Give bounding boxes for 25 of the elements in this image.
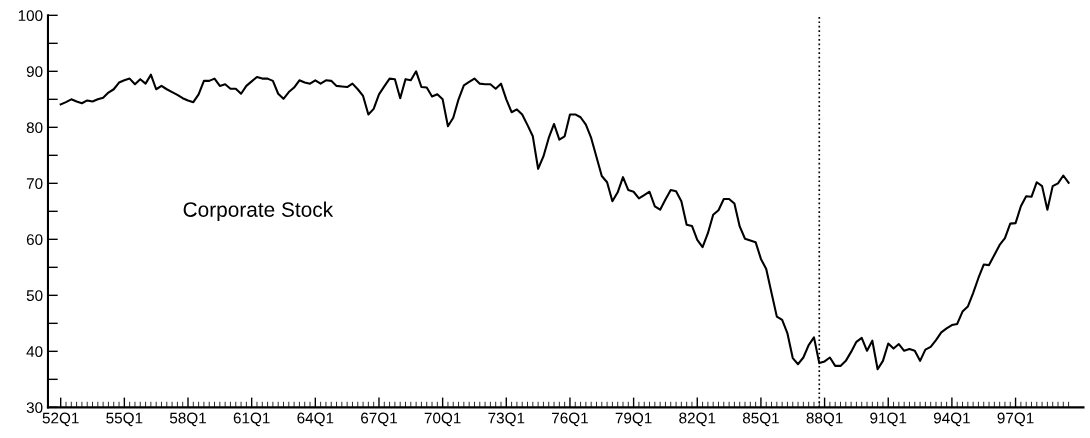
x-tick-label: 64Q1 [297, 412, 334, 427]
x-tick-label: 61Q1 [233, 412, 270, 427]
x-tick-label: 70Q1 [424, 412, 461, 427]
x-tick-label: 55Q1 [106, 412, 143, 427]
x-tick-label: 91Q1 [870, 412, 907, 427]
y-tick-label: 100 [18, 10, 43, 22]
x-tick-label: 79Q1 [615, 412, 652, 427]
x-tick-label: 67Q1 [361, 412, 397, 427]
y-tick-label: 60 [26, 234, 43, 246]
x-tick-label: 58Q1 [169, 412, 206, 427]
y-tick-label: 90 [26, 66, 43, 78]
x-tick-label: 85Q1 [742, 412, 779, 427]
y-tick-label: 50 [26, 290, 43, 302]
y-tick-label: 30 [26, 402, 43, 414]
y-tick-label: 80 [26, 122, 43, 134]
x-tick-label: 97Q1 [997, 412, 1034, 427]
x-tick-label: 88Q1 [806, 412, 843, 427]
x-tick-label: 76Q1 [552, 412, 588, 427]
x-tick-label: 82Q1 [679, 412, 716, 427]
y-tick-label: 70 [26, 178, 43, 190]
x-tick-label: 94Q1 [933, 412, 970, 427]
y-tick-label: 40 [26, 346, 43, 358]
x-tick-label: 52Q1 [42, 412, 79, 427]
x-tick-label: 73Q1 [488, 412, 525, 427]
annotation: Corporate Stock [183, 201, 334, 222]
